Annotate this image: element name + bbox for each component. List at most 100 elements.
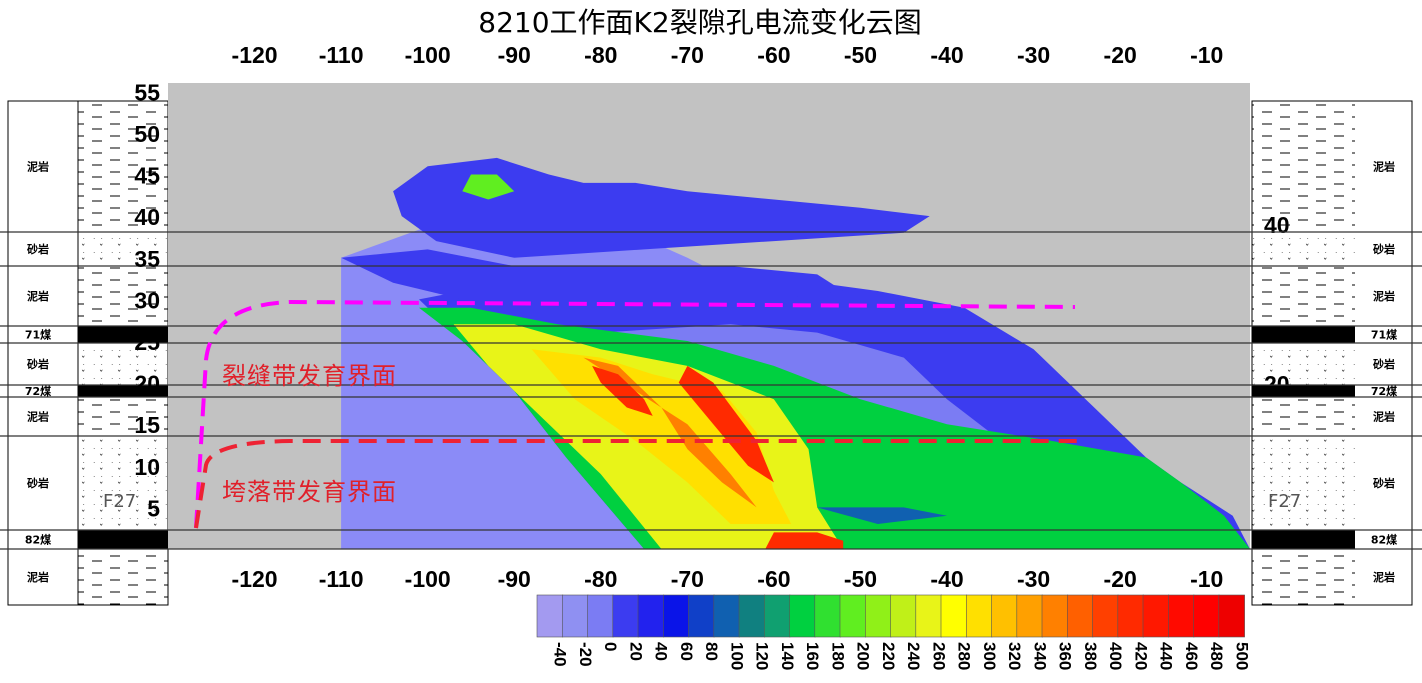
colorbar-swatch: [738, 594, 766, 638]
stratum-pattern: [78, 343, 168, 385]
stratum-label: 泥岩: [27, 289, 49, 303]
colorbar-swatch: [965, 594, 993, 638]
colorbar-tick-label: 100: [727, 642, 746, 670]
colorbar-tick-label: 120: [753, 642, 772, 670]
colorbar-tick-label: 260: [929, 642, 948, 670]
colorbar-swatch: [637, 594, 665, 638]
colorbar-swatch: [1041, 594, 1069, 638]
x-tick-label-top: -40: [930, 42, 963, 68]
colorbar-tick-label: 280: [955, 642, 974, 670]
chart-title: 8210工作面K2裂隙孔电流变化云图: [478, 6, 921, 39]
x-tick-label-bottom: -30: [1017, 566, 1050, 592]
x-tick-label-top: -110: [319, 42, 364, 68]
y-tick-label: 5: [147, 495, 160, 521]
colorbar: -40 -20 0 20 40 60 80 100 120 140 160 180 200 220 240 2…: [536, 594, 1251, 670]
y-tick-label: 15: [134, 412, 160, 438]
colorbar-swatch: [1218, 594, 1245, 638]
x-tick-label-bottom: -110: [319, 566, 364, 592]
y-tick-label: 30: [134, 287, 160, 313]
colorbar-tick-label: 60: [677, 642, 696, 661]
stratum-label: 72煤: [25, 384, 52, 398]
stratum-label: 82煤: [25, 533, 52, 547]
x-tick-label-bottom: -80: [584, 566, 617, 592]
fracture-zone-boundary: [194, 299, 1076, 529]
x-tick-label-top: -120: [232, 42, 278, 68]
stratum-label: 砂岩: [1373, 476, 1395, 490]
colorbar-swatch: [1193, 594, 1220, 638]
colorbar-tick-label: 220: [879, 642, 898, 670]
contour-region: [765, 532, 844, 549]
x-tick-label-top: -60: [757, 42, 790, 68]
stratum-pattern: [1252, 266, 1355, 326]
colorbar-tick-label: 160: [803, 642, 822, 670]
colorbar-swatch: [1117, 594, 1144, 638]
colorbar-swatch: [839, 594, 867, 638]
colorbar-tick-label: -40: [551, 642, 570, 667]
stratum-label: 砂岩: [27, 242, 49, 256]
stratum-pattern: [78, 385, 168, 397]
right-borehole-label: F27: [1268, 491, 1301, 512]
stratum-pattern: [78, 326, 168, 343]
stratum-label: 71煤: [1371, 328, 1398, 342]
stratum-label: 71煤: [25, 328, 52, 342]
contour-region: [393, 157, 930, 258]
caving-zone-label: 垮落带发育界面: [222, 478, 397, 506]
x-tick-label-top: -30: [1017, 42, 1050, 68]
stratum-pattern: [1252, 343, 1355, 385]
x-tick-label-top: -20: [1104, 42, 1137, 68]
colorbar-swatch: [1067, 594, 1094, 638]
y-tick-label: 10: [134, 454, 160, 480]
y-tick-label: 20: [134, 371, 160, 397]
stratum-label: 泥岩: [1373, 410, 1395, 424]
colorbar-tick-label: 380: [1081, 642, 1100, 670]
x-tick-label-bottom: -20: [1104, 566, 1137, 592]
colorbar-swatch: [612, 594, 639, 638]
x-tick-label-bottom: -60: [757, 566, 790, 592]
stratum-label: 泥岩: [27, 410, 49, 424]
stratum-label: 砂岩: [27, 476, 49, 490]
colorbar-swatch: [940, 594, 968, 638]
colorbar-tick-label: 480: [1207, 642, 1226, 670]
stratum-pattern: [1252, 530, 1355, 549]
stratum-label: 砂岩: [27, 357, 49, 371]
stratum-label: 泥岩: [1373, 289, 1395, 303]
colorbar-swatch: [991, 594, 1018, 638]
stratum-pattern: [78, 530, 168, 549]
colorbar-tick-label: 300: [980, 642, 999, 670]
colorbar-swatch: [662, 594, 690, 638]
stratum-pattern: [78, 101, 168, 232]
stratum-label: 泥岩: [27, 160, 49, 174]
x-tick-label-bottom: -50: [844, 566, 877, 592]
contour-region: [583, 357, 757, 508]
colorbar-swatch: [789, 594, 816, 638]
right-scale-20: 20: [1264, 371, 1290, 397]
stratum-pattern: [1252, 232, 1355, 266]
y-axis: 5 10 15 20 25 30 35 40 45 50 55: [134, 79, 160, 521]
x-tick-label-top: -10: [1190, 42, 1223, 68]
colorbar-tick-label: -20: [576, 642, 595, 667]
stratum-label: 82煤: [1371, 533, 1398, 547]
bottom-x-axis: -120 -110 -100 -90 -80 -70 -60 -50 -40 -30 -20 -10: [232, 566, 1224, 592]
colorbar-swatch: [915, 594, 942, 638]
colorbar-swatch: [864, 594, 892, 638]
stratum-pattern: [1252, 385, 1355, 397]
colorbar-swatch: [1016, 594, 1043, 638]
colorbar-tick-label: 200: [854, 642, 873, 670]
colorbar-tick-label: 440: [1157, 642, 1176, 670]
colorbar-swatch: [763, 594, 791, 638]
colorbar-swatch: [890, 594, 917, 638]
colorbar-tick-label: 140: [778, 642, 797, 670]
contour-region: [341, 249, 844, 300]
x-tick-label-bottom: -100: [405, 566, 451, 592]
colorbar-tick-label: 320: [1005, 642, 1024, 670]
colorbar-swatch: [536, 594, 564, 638]
stratum-pattern: [1252, 326, 1355, 343]
plot-area: [0, 83, 1422, 550]
colorbar-tick-label: 0: [601, 642, 620, 651]
x-tick-label-bottom: -10: [1190, 566, 1223, 592]
y-tick-label: 35: [134, 246, 160, 272]
colorbar-swatch: [1092, 594, 1119, 638]
stratum-label: 72煤: [1371, 384, 1398, 398]
contour-region: [462, 174, 515, 200]
